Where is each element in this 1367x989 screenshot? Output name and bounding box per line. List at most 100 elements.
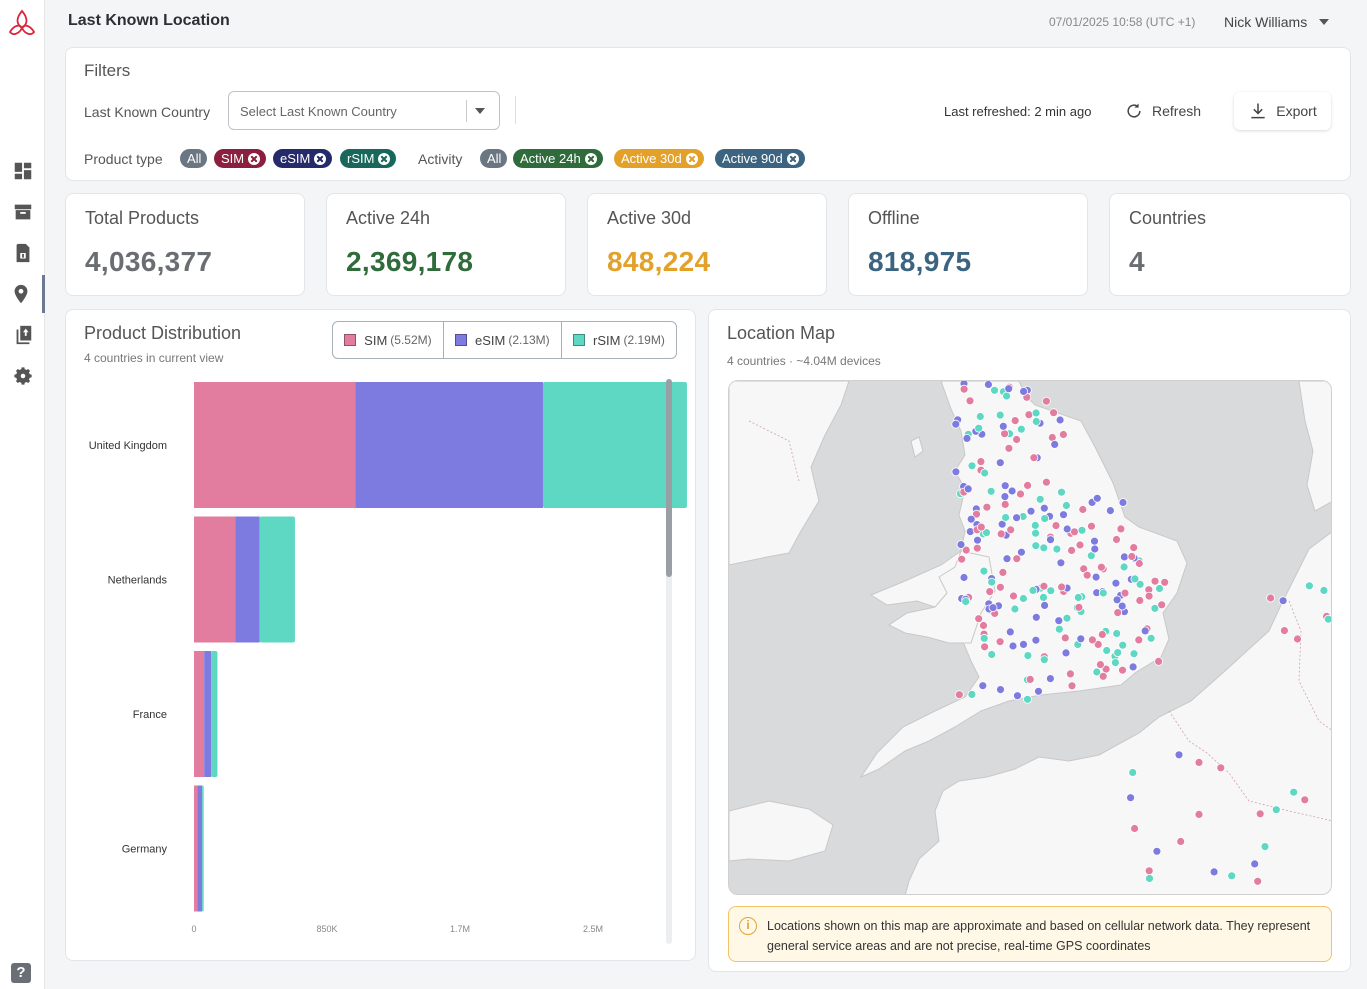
location-marker[interactable] xyxy=(1112,535,1121,544)
location-marker[interactable] xyxy=(1029,453,1039,463)
location-marker[interactable] xyxy=(1035,494,1045,504)
location-marker[interactable] xyxy=(1054,624,1064,634)
location-marker[interactable] xyxy=(1012,513,1022,523)
location-marker[interactable] xyxy=(1054,616,1064,626)
location-marker[interactable] xyxy=(1118,498,1128,507)
close-icon[interactable] xyxy=(248,152,261,165)
activity-chip-active-30d[interactable]: Active 30d xyxy=(614,149,704,168)
close-icon[interactable] xyxy=(685,152,698,165)
location-marker[interactable] xyxy=(995,410,1005,420)
close-icon[interactable] xyxy=(378,152,391,165)
location-marker[interactable] xyxy=(1074,602,1084,612)
location-marker[interactable] xyxy=(1031,417,1041,426)
legend-item-esim[interactable]: eSIM (2.13M) xyxy=(444,322,562,358)
activity-chip-active-24h[interactable]: Active 24h xyxy=(513,149,603,168)
activity-chip-all[interactable]: All xyxy=(480,149,508,168)
chevron-down-icon[interactable] xyxy=(475,108,485,114)
location-marker[interactable] xyxy=(1087,635,1097,645)
location-marker[interactable] xyxy=(1016,424,1026,434)
location-marker[interactable] xyxy=(965,396,975,406)
location-marker[interactable] xyxy=(1065,669,1075,679)
location-marker[interactable] xyxy=(1255,809,1265,819)
product-chip-all[interactable]: All xyxy=(180,149,208,168)
location-marker[interactable] xyxy=(1120,588,1130,598)
map-canvas[interactable] xyxy=(729,381,1332,895)
bar-esim-france[interactable] xyxy=(204,651,212,777)
location-marker[interactable] xyxy=(1046,535,1055,545)
location-marker[interactable] xyxy=(1019,639,1028,649)
location-marker[interactable] xyxy=(967,461,977,471)
location-marker[interactable] xyxy=(1061,501,1071,510)
location-marker[interactable] xyxy=(956,540,966,550)
bar-rsim-france[interactable] xyxy=(211,651,218,777)
location-marker[interactable] xyxy=(1039,543,1049,553)
bar-esim-united-kingdom[interactable] xyxy=(355,382,543,508)
location-marker[interactable] xyxy=(1090,536,1099,546)
location-marker[interactable] xyxy=(1150,603,1160,613)
bar-esim-germany[interactable] xyxy=(197,785,203,912)
location-marker[interactable] xyxy=(1010,416,1020,425)
location-marker[interactable] xyxy=(1260,842,1270,852)
bar-rsim-germany[interactable] xyxy=(202,785,204,912)
location-marker[interactable] xyxy=(1194,809,1204,819)
bar-rsim-united-kingdom[interactable] xyxy=(542,382,687,508)
location-marker[interactable] xyxy=(951,419,961,429)
location-marker[interactable] xyxy=(995,458,1005,468)
bar-sim-united-kingdom[interactable] xyxy=(194,382,356,508)
location-marker[interactable] xyxy=(1016,547,1026,557)
location-marker[interactable] xyxy=(1289,787,1299,797)
location-marker[interactable] xyxy=(982,502,992,512)
bar-sim-france[interactable] xyxy=(194,651,205,777)
location-marker[interactable] xyxy=(961,545,971,555)
location-marker[interactable] xyxy=(1019,386,1029,396)
location-marker[interactable] xyxy=(1293,634,1302,644)
location-marker[interactable] xyxy=(1041,396,1051,406)
location-marker[interactable] xyxy=(1127,552,1137,561)
location-marker[interactable] xyxy=(1052,544,1062,554)
location-marker[interactable] xyxy=(1113,648,1123,658)
location-marker[interactable] xyxy=(1266,593,1275,603)
location-marker[interactable] xyxy=(1028,585,1038,595)
product-chip-sim[interactable]: SIM xyxy=(214,149,267,168)
location-marker[interactable] xyxy=(1117,601,1127,611)
location-marker[interactable] xyxy=(1041,477,1051,487)
user-menu[interactable]: Nick Williams xyxy=(1224,14,1330,30)
location-marker[interactable] xyxy=(1086,551,1096,561)
location-marker[interactable] xyxy=(1227,871,1237,881)
location-marker[interactable] xyxy=(1150,576,1160,586)
location-marker[interactable] xyxy=(1134,559,1144,568)
location-marker[interactable] xyxy=(974,614,984,624)
location-marker[interactable] xyxy=(1118,665,1127,675)
location-marker[interactable] xyxy=(1040,514,1050,524)
location-marker[interactable] xyxy=(1111,578,1121,588)
location-marker[interactable] xyxy=(1055,415,1065,425)
location-marker[interactable] xyxy=(1010,604,1020,614)
location-marker[interactable] xyxy=(1049,408,1059,418)
location-marker[interactable] xyxy=(1323,614,1332,624)
location-marker[interactable] xyxy=(1110,658,1120,668)
location-marker[interactable] xyxy=(1319,585,1329,595)
location-marker[interactable] xyxy=(1135,596,1145,605)
location-marker[interactable] xyxy=(1305,581,1314,591)
location-marker[interactable] xyxy=(967,689,977,699)
location-marker[interactable] xyxy=(1129,543,1139,553)
location-marker[interactable] xyxy=(1060,633,1070,643)
legend-item-sim[interactable]: SIM (5.52M) xyxy=(333,322,444,358)
location-marker[interactable] xyxy=(986,486,996,496)
location-marker[interactable] xyxy=(972,543,982,553)
location-marker[interactable] xyxy=(1023,651,1033,661)
location-marker[interactable] xyxy=(1024,410,1034,420)
location-marker[interactable] xyxy=(1174,750,1184,760)
help-icon[interactable]: ? xyxy=(11,963,31,983)
location-marker[interactable] xyxy=(1002,391,1012,401)
scrollbar-thumb[interactable] xyxy=(666,379,672,577)
location-marker[interactable] xyxy=(990,385,999,395)
location-marker[interactable] xyxy=(1160,577,1170,587)
location-marker[interactable] xyxy=(1144,866,1154,876)
location-marker[interactable] xyxy=(1078,505,1088,514)
location-marker[interactable] xyxy=(1102,646,1112,655)
location-marker[interactable] xyxy=(1012,435,1022,444)
sidebar-item-reports[interactable] xyxy=(0,316,45,354)
location-marker[interactable] xyxy=(1026,506,1036,516)
location-marker[interactable] xyxy=(1250,859,1260,869)
